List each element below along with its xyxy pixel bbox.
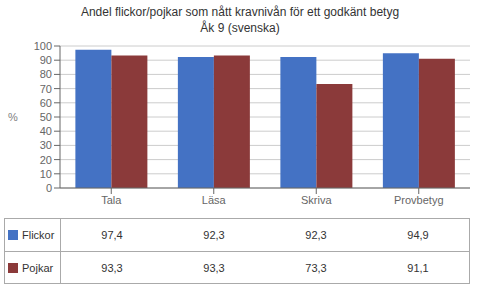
html-text:94,9: 94,9: [407, 229, 429, 241]
svg-text:70: 70: [40, 83, 52, 95]
html-text:Flickor: Flickor: [22, 229, 55, 241]
html-text:93,3: 93,3: [203, 261, 225, 274]
html-text:92,3: 92,3: [305, 229, 327, 241]
svg-text:Skriva: Skriva: [301, 194, 332, 206]
svg-text:Läsa: Läsa: [202, 194, 227, 206]
html-text:92,3: 92,3: [203, 229, 225, 241]
svg-text:10: 10: [40, 168, 52, 180]
svg-text:30: 30: [40, 139, 52, 151]
html-text:73,3: 73,3: [305, 261, 327, 274]
svg-text:90: 90: [40, 54, 52, 66]
html-text:91,1: 91,1: [407, 261, 429, 274]
svg-text:50: 50: [40, 111, 52, 123]
svg-text:40: 40: [40, 125, 52, 137]
html-text:Åk 9 (svenska): Åk 9 (svenska): [200, 21, 280, 35]
html-text:Pojkar: Pojkar: [22, 261, 54, 274]
svg-text:Tala: Tala: [101, 194, 122, 206]
svg-text:0: 0: [46, 182, 52, 194]
svg-text:80: 80: [40, 68, 52, 80]
html-text:93,3: 93,3: [101, 261, 123, 274]
html-text:97,4: 97,4: [101, 229, 123, 241]
svg-text:Provbetyg: Provbetyg: [394, 194, 444, 206]
svg-text:60: 60: [40, 97, 52, 109]
svg-text:20: 20: [40, 154, 52, 166]
svg-text:%: %: [8, 111, 18, 123]
svg-text:100: 100: [34, 40, 52, 52]
html-text:Andel flickor/pojkar som nått: Andel flickor/pojkar som nått kravnivån …: [80, 5, 400, 19]
